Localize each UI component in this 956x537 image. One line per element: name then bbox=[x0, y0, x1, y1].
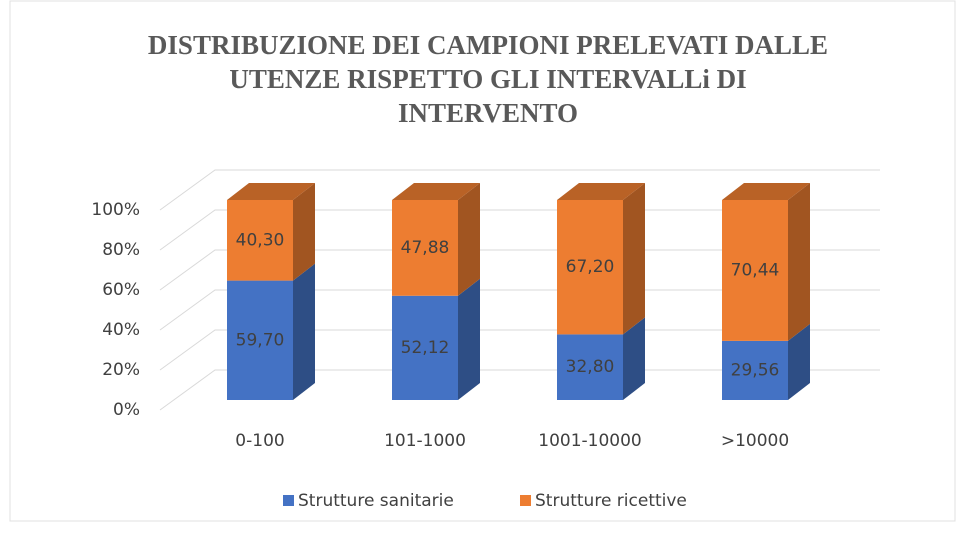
data-label: 70,44 bbox=[731, 260, 780, 280]
x-tick-label: 101-1000 bbox=[384, 431, 466, 451]
bar-side bbox=[293, 183, 315, 281]
bar bbox=[392, 200, 458, 296]
y-tick-label: 100% bbox=[91, 200, 140, 220]
bar bbox=[722, 340, 788, 400]
y-tick-label: 40% bbox=[102, 320, 140, 340]
bar-side bbox=[623, 183, 645, 335]
legend-label: Strutture ricettive bbox=[535, 491, 687, 511]
bar-side bbox=[788, 323, 810, 400]
bar bbox=[557, 334, 623, 400]
data-label: 52,12 bbox=[401, 338, 450, 358]
bar-top bbox=[227, 183, 315, 200]
bar bbox=[227, 200, 293, 281]
bar-side bbox=[458, 278, 480, 400]
bar bbox=[392, 295, 458, 400]
chart-title: DISTRIBUZIONE DEI CAMPIONI PRELEVATI DAL… bbox=[148, 30, 828, 60]
bar-top bbox=[392, 183, 480, 200]
y-tick-label: 0% bbox=[113, 400, 140, 420]
data-label: 67,20 bbox=[566, 257, 615, 277]
bar bbox=[227, 280, 293, 400]
legend-label: Strutture sanitarie bbox=[298, 491, 454, 511]
bar bbox=[557, 200, 623, 335]
y-tick-label: 20% bbox=[102, 360, 140, 380]
data-label: 47,88 bbox=[401, 238, 450, 258]
bar-side bbox=[293, 263, 315, 400]
y-tick-label: 80% bbox=[102, 240, 140, 260]
grid-line bbox=[159, 209, 880, 251]
data-label: 40,30 bbox=[236, 230, 285, 250]
y-tick-label: 60% bbox=[102, 280, 140, 300]
chart-title: INTERVENTO bbox=[398, 98, 578, 128]
x-tick-label: 1001-10000 bbox=[538, 431, 641, 451]
data-label: 29,56 bbox=[731, 360, 780, 380]
chart-title: UTENZE RISPETTO GLI INTERVALLi DI bbox=[229, 64, 746, 94]
bar bbox=[722, 200, 788, 341]
bar-side bbox=[458, 183, 480, 296]
x-tick-label: 0-100 bbox=[235, 431, 284, 451]
bar-top bbox=[557, 183, 645, 200]
grid-line bbox=[159, 289, 880, 331]
grid-line bbox=[159, 169, 880, 211]
bar-side bbox=[788, 183, 810, 341]
grid-line bbox=[159, 249, 880, 291]
chart-frame bbox=[9, 0, 956, 522]
legend-swatch bbox=[283, 495, 294, 506]
legend-swatch bbox=[520, 495, 531, 506]
bar-side bbox=[623, 317, 645, 400]
data-label: 59,70 bbox=[236, 330, 285, 350]
data-label: 32,80 bbox=[566, 357, 615, 377]
bar-top bbox=[722, 183, 810, 200]
grid-line bbox=[159, 369, 880, 411]
x-tick-label: >10000 bbox=[721, 431, 789, 451]
grid-line bbox=[159, 329, 880, 371]
